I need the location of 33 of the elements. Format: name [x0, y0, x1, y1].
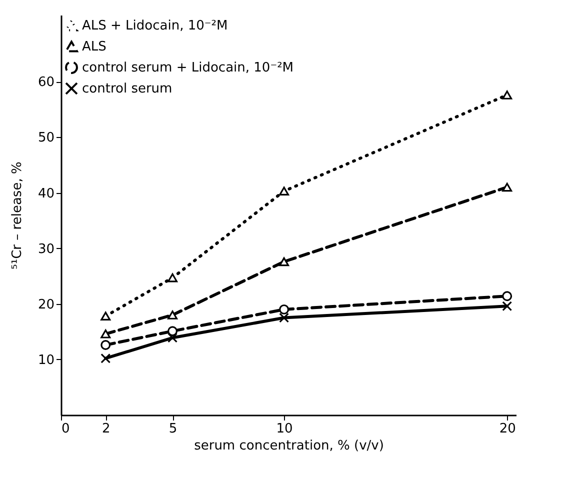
point — [168, 273, 178, 282]
x-tick-label: 5 — [168, 422, 178, 436]
point — [100, 340, 111, 350]
point — [100, 353, 111, 364]
y-tick-label: 50 — [38, 130, 54, 146]
legend-label: control serum + Lidocain, 10⁻²M — [82, 60, 294, 76]
y-tick-label: 40 — [38, 186, 54, 202]
point — [502, 301, 512, 312]
point — [502, 90, 512, 100]
y-axis-title: ⁵¹Cr – release, % — [10, 162, 25, 270]
legend-label: ALS + Lidocain, 10⁻²M — [82, 18, 228, 34]
point — [502, 291, 512, 302]
x-tick-label: 0 — [62, 422, 70, 436]
point — [168, 310, 178, 320]
point — [502, 182, 512, 192]
point — [100, 312, 111, 321]
x-tick-label: 2 — [102, 422, 110, 436]
point — [279, 312, 290, 323]
y-tick-label: 10 — [38, 352, 54, 368]
y-tick-label: 60 — [38, 75, 54, 90]
point — [168, 332, 178, 343]
point — [279, 186, 290, 196]
x-axis-title: serum concentration, % (v/v) — [194, 438, 384, 454]
y-tick-label: 30 — [38, 242, 54, 257]
y-tick-label: 20 — [38, 297, 54, 312]
point — [168, 326, 178, 336]
point — [279, 257, 290, 266]
x-tick-label: 10 — [276, 422, 293, 436]
point — [100, 329, 111, 338]
point — [279, 304, 290, 314]
legend-label: control serum — [82, 82, 172, 96]
legend-label: ALS — [82, 40, 106, 54]
x-tick-label: 20 — [499, 422, 516, 436]
